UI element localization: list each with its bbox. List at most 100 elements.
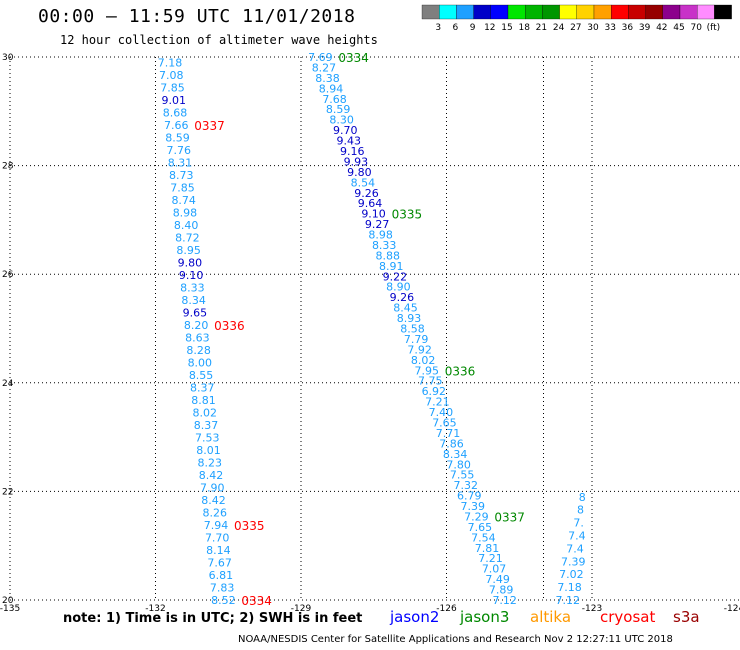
swh-value-label: 8.90 (386, 281, 411, 294)
colorbar-label: 42 (656, 23, 667, 33)
pass-time-label: 0334 (338, 51, 369, 65)
colorbar-swatch (628, 4, 646, 20)
swh-value-label: 9.16 (340, 145, 365, 158)
colorbar-swatch (697, 4, 715, 20)
swh-value-label: 6.79 (457, 490, 482, 503)
swh-value-label: 6.92 (422, 385, 447, 398)
swh-value-label: 9.80 (178, 256, 203, 269)
swh-value-label: 7.95 (414, 364, 439, 377)
colorbar-swatch (662, 4, 681, 20)
swh-value-label: 8.42 (201, 494, 226, 507)
swh-value-label: 8.72 (175, 231, 200, 244)
colorbar-label: 9 (470, 23, 476, 33)
swh-value-label: 8.42 (199, 469, 224, 482)
colorbar-label: 45 (673, 23, 684, 33)
swh-value-label: 8.20 (184, 319, 209, 332)
swh-value-label: 6.81 (209, 569, 234, 582)
swh-value-label: 8.14 (206, 544, 231, 557)
swh-value-label: 7.81 (475, 542, 500, 555)
swh-value-label: 8.33 (180, 281, 205, 294)
swh-value-label: 8.40 (174, 219, 199, 232)
swh-value-label: 7.70 (205, 531, 230, 544)
swh-value-label: 8.01 (196, 444, 221, 457)
swh-value-label: 7.39 (461, 500, 486, 513)
y-tick-label: 20 (2, 596, 14, 606)
pass-time-label: 0335 (392, 208, 423, 222)
swh-value-label: 7.18 (158, 56, 183, 69)
pass-time-label: 0337 (194, 119, 225, 133)
swh-value-label: 7.02 (559, 568, 584, 581)
swh-value-label: 8.54 (351, 176, 376, 189)
chart-title: 00:00 — 11:59 UTC 11/01/2018 (38, 6, 356, 27)
swh-value-label: 7.69 (308, 51, 333, 64)
swh-value-label: 7.92 (407, 343, 432, 356)
color-scale-bar: 3 6 9 12 15 18 21 24 27 30 33 36 39 42 45 70 (ft) (421, 4, 732, 33)
swh-value-label: 8.33 (372, 239, 397, 252)
swh-value-label: 8.45 (393, 302, 418, 315)
swh-value-label: 9.22 (383, 270, 408, 283)
x-tick-label: -132 (145, 604, 165, 614)
swh-value-label: 7.68 (322, 93, 347, 106)
swh-value-label: 7.85 (160, 81, 185, 94)
legend-cryosat: cryosat (600, 608, 656, 626)
swh-value-label: 7.67 (207, 556, 232, 569)
colorbar-swatch (473, 4, 491, 20)
colorbar-swatch (611, 4, 629, 20)
swh-value-label: 7.79 (404, 333, 429, 346)
swh-value-label: 7.71 (436, 427, 461, 440)
x-tick-label: -135 (0, 604, 20, 614)
swh-value-label: 8.98 (368, 229, 393, 242)
swh-value-label: 7.21 (478, 552, 503, 565)
swh-value-label: 7.94 (204, 519, 229, 532)
swh-value-label: 7.4 (568, 530, 586, 543)
swh-value-label: 7.53 (195, 431, 220, 444)
colorbar-label: 70 (690, 23, 702, 33)
pass-time-label: 0336 (214, 319, 245, 333)
footer-note: note: 1) Time is in UTC; 2) SWH is in fe… (63, 611, 363, 626)
swh-value-label: 9.93 (344, 155, 369, 168)
colorbar-swatch (525, 4, 543, 20)
colorbar-swatch (576, 4, 595, 20)
swh-value-label: 8.58 (400, 323, 425, 336)
swh-value-label: 8.52 (211, 594, 236, 607)
swh-value-label: 7.89 (489, 584, 514, 597)
x-tick-label: -126 (436, 604, 457, 614)
swh-value-label: 8.37 (190, 381, 215, 394)
colorbar-label: (ft) (707, 23, 721, 33)
colorbar-label: 15 (501, 23, 512, 33)
axis-ticks: -135 -132 -129 -126 -123 -124 20 22 24 26 28 30 (0, 53, 740, 614)
colorbar-label: 24 (553, 23, 565, 33)
swh-value-label: 7.07 (482, 563, 507, 576)
swh-value-label: 8.02 (411, 354, 436, 367)
swh-value-label: 9.10 (179, 269, 204, 282)
swh-value-label: 8.37 (194, 419, 219, 432)
swh-value-label: 7.39 (561, 555, 586, 568)
swh-value-label: 8.59 (326, 103, 351, 116)
swh-value-label: 8.73 (169, 169, 194, 182)
swh-value-label: 9.26 (354, 187, 379, 200)
swh-value-label: 7.65 (432, 416, 457, 429)
swh-value-label: 7.21 (425, 396, 450, 409)
pass-time-label: 0337 (494, 510, 525, 524)
swh-value-label: 8.00 (188, 356, 213, 369)
swh-value-label: 8.74 (171, 194, 196, 207)
swh-value-label: 8.68 (163, 106, 188, 119)
swh-value-label: 7.75 (418, 375, 443, 388)
swh-value-label: 9.43 (337, 135, 362, 148)
colorbar-label: 39 (639, 23, 651, 33)
legend-altika: altika (530, 608, 572, 626)
swh-value-label: 7.29 (464, 510, 489, 523)
swh-value-label: 8.93 (397, 312, 422, 325)
x-tick-label: -123 (582, 604, 602, 614)
colorbar-swatch (439, 4, 457, 20)
swh-value-label: 9.01 (162, 94, 187, 107)
swh-value-label: 7.86 (439, 437, 464, 450)
colorbar-label: 12 (484, 23, 495, 33)
y-tick-label: 30 (2, 53, 14, 63)
swh-value-label: 7.83 (210, 581, 235, 594)
colorbar-label: 36 (622, 23, 634, 33)
swh-value-label: 8.88 (375, 249, 400, 262)
colorbar-label: 30 (587, 23, 599, 33)
swh-value-label: 7.80 (446, 458, 471, 471)
